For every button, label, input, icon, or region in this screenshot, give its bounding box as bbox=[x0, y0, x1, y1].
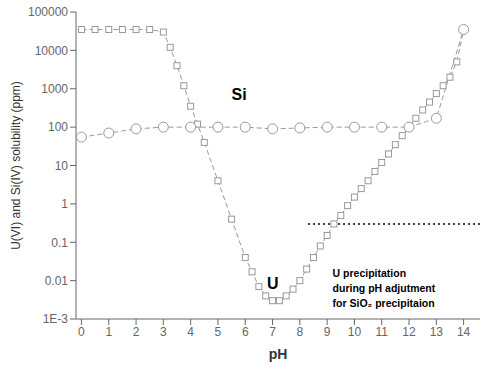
svg-text:1E-3: 1E-3 bbox=[43, 312, 69, 326]
svg-text:Si: Si bbox=[232, 86, 247, 103]
svg-text:5: 5 bbox=[215, 325, 222, 339]
svg-text:1: 1 bbox=[105, 325, 112, 339]
svg-text:1: 1 bbox=[61, 197, 68, 211]
svg-text:13: 13 bbox=[430, 325, 444, 339]
svg-text:U: U bbox=[267, 275, 279, 292]
svg-text:8: 8 bbox=[296, 325, 303, 339]
svg-text:4: 4 bbox=[187, 325, 194, 339]
svg-text:0: 0 bbox=[78, 325, 85, 339]
svg-text:10000: 10000 bbox=[35, 44, 69, 58]
svg-text:0.01: 0.01 bbox=[45, 274, 69, 288]
svg-text:1000: 1000 bbox=[41, 82, 68, 96]
svg-text:6: 6 bbox=[242, 325, 249, 339]
svg-text:12: 12 bbox=[402, 325, 416, 339]
svg-text:100000: 100000 bbox=[28, 5, 68, 19]
svg-text:10: 10 bbox=[348, 325, 362, 339]
svg-text:3: 3 bbox=[160, 325, 167, 339]
svg-text:14: 14 bbox=[457, 325, 471, 339]
svg-text:0.1: 0.1 bbox=[51, 236, 68, 250]
svg-text:U(VI) and Si(IV) solubility (p: U(VI) and Si(IV) solubility (ppm) bbox=[9, 81, 23, 250]
svg-text:9: 9 bbox=[324, 325, 331, 339]
svg-text:100: 100 bbox=[48, 120, 68, 134]
svg-text:pH: pH bbox=[269, 346, 288, 362]
svg-text:11: 11 bbox=[375, 325, 388, 339]
svg-text:7: 7 bbox=[269, 325, 276, 339]
svg-text:2: 2 bbox=[133, 325, 140, 339]
svg-text:10: 10 bbox=[55, 159, 69, 173]
svg-text:U precipitationduring pH adjut: U precipitationduring pH adjutmentfor Si… bbox=[333, 267, 436, 309]
